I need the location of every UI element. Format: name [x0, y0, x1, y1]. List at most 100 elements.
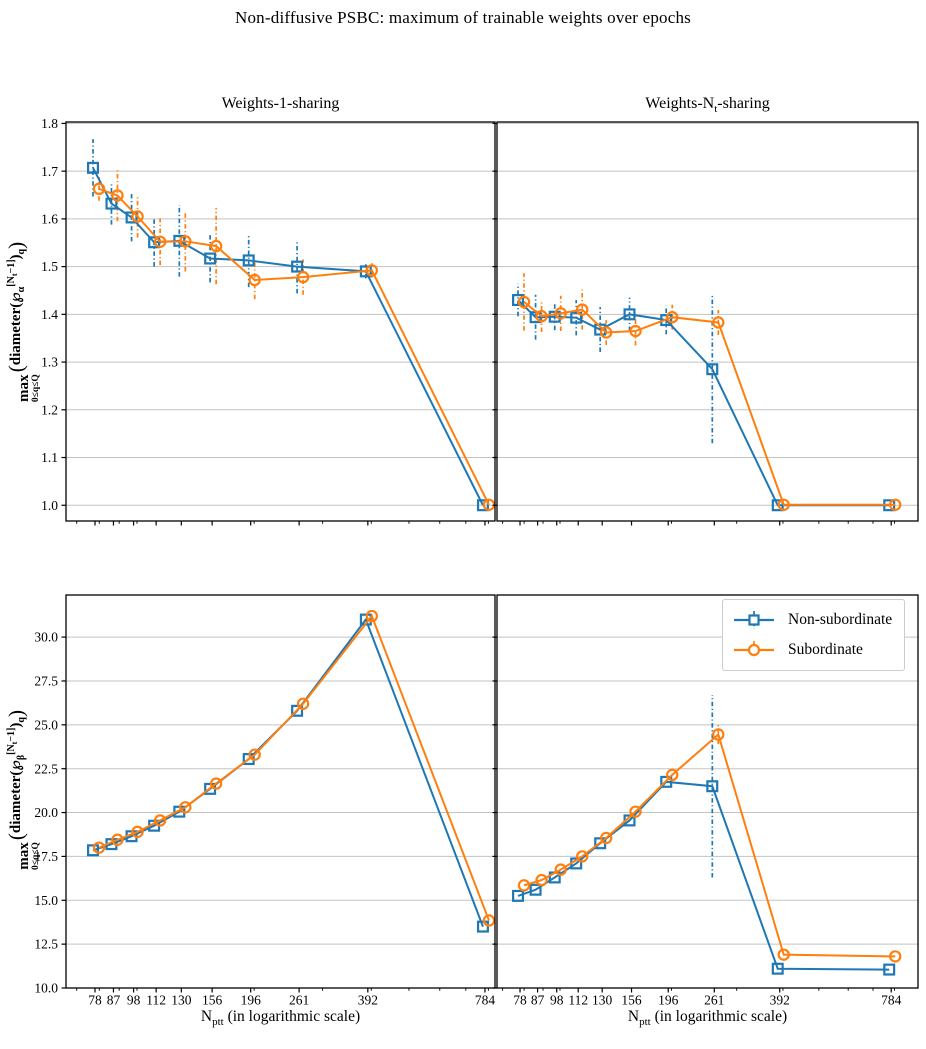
- legend-item-subordinate: Subordinate: [732, 635, 892, 665]
- subplot-title-right-suffix: -sharing: [717, 95, 770, 112]
- marker-circle: [131, 825, 144, 839]
- y-tick-label: 1.1: [41, 450, 58, 465]
- legend-marker-circle-icon: [732, 639, 776, 661]
- y-axis-label-alpha: max 0≤q≤Q (diameter(℘α[Nt−1])q): [3, 241, 41, 403]
- x-axis-label-subscript: ptt: [639, 1016, 651, 1029]
- marker-circle: [666, 311, 679, 324]
- x-tick-label: 196: [658, 993, 679, 1008]
- legend-label-subordinate: Subordinate: [788, 641, 863, 658]
- marker-circle: [365, 264, 379, 277]
- x-tick-label: 87: [107, 993, 121, 1008]
- marker-circle: [554, 307, 567, 320]
- marker-circle: [482, 914, 496, 927]
- marker-circle: [179, 801, 192, 814]
- series-line-subordinate: [98, 614, 490, 921]
- marker-square: [594, 323, 607, 336]
- marker-circle: [629, 805, 642, 818]
- x-tick-label: 87: [531, 993, 545, 1008]
- x-tick-label: 156: [621, 993, 642, 1008]
- max-operator: max 0≤q≤Q: [15, 842, 41, 870]
- marker-square: [512, 889, 525, 902]
- marker-circle: [209, 239, 223, 253]
- figure-title: Non-diffusive PSBC: maximum of trainable…: [235, 8, 691, 27]
- subplot-title-weights-nt-sharing: Weights-Nt-sharing: [497, 95, 918, 115]
- marker-circle: [111, 833, 124, 846]
- x-tick-label: 261: [704, 993, 724, 1008]
- marker-circle: [111, 189, 124, 202]
- max-operator: max 0≤q≤Q: [15, 374, 41, 403]
- series-line-non-subordinate: [517, 780, 890, 971]
- panel-border: [65, 121, 496, 522]
- x-tick-label: 156: [202, 993, 223, 1008]
- x-tick-label: 130: [592, 993, 613, 1008]
- x-tick-label: 196: [241, 993, 262, 1008]
- marker-square: [623, 308, 636, 321]
- marker-circle: [712, 728, 725, 741]
- y-tick-label: 1.3: [41, 355, 58, 370]
- y-tick-label: 17.5: [34, 849, 58, 864]
- x-axis-label-subscript: ptt: [212, 1016, 224, 1029]
- y-tick-label: 12.5: [34, 937, 58, 952]
- marker-circle: [153, 814, 167, 827]
- x-tick-label: 98: [550, 993, 564, 1008]
- x-axis-label-main: N: [200, 1008, 213, 1025]
- marker-square: [204, 252, 217, 265]
- marker-square: [660, 775, 673, 788]
- x-tick-label: 112: [568, 993, 588, 1008]
- panel-border: [496, 594, 919, 989]
- x-tick-label: 261: [289, 993, 309, 1008]
- marker-square: [771, 499, 784, 512]
- marker-circle: [517, 879, 531, 892]
- x-axis-label-rest: (in logarithmic scale): [223, 1008, 361, 1025]
- y-tick-label: 1.4: [41, 307, 58, 322]
- marker-square: [570, 311, 583, 324]
- y-tick-label: 1.8: [41, 116, 58, 131]
- x-tick-label: 78: [513, 993, 527, 1008]
- y-tick-label: 15.0: [34, 893, 58, 908]
- marker-circle: [712, 316, 725, 329]
- marker-circle: [777, 948, 790, 961]
- series-line-non-subordinate: [92, 617, 484, 927]
- marker-circle: [153, 235, 167, 248]
- x-tick-label: 392: [770, 993, 790, 1008]
- marker-square: [476, 499, 489, 512]
- marker-square: [512, 294, 525, 307]
- series-line-subordinate: [523, 301, 896, 506]
- marker-square: [706, 780, 719, 793]
- x-axis-label-left: Nptt (in logarithmic scale): [66, 1008, 495, 1028]
- y-tick-label: 10.0: [34, 981, 58, 996]
- legend-marker-square-icon: [732, 609, 776, 631]
- marker-square: [242, 254, 255, 267]
- x-tick-label: 112: [146, 993, 166, 1008]
- marker-circle: [599, 326, 613, 339]
- marker-circle: [554, 863, 567, 876]
- legend-sample-square: [734, 611, 774, 629]
- marker-square: [883, 963, 896, 976]
- series-line-non-subordinate: [517, 299, 890, 507]
- marker-circle: [209, 777, 223, 790]
- marker-square: [706, 363, 719, 376]
- panel-bottom-left: 78 87 98 112 130 156 196 261 392 784 10.0 12.5 15.0 1…: [34, 594, 496, 1008]
- marker-square: [771, 962, 784, 975]
- x-axis-label-rest: (in logarithmic scale): [650, 1008, 788, 1025]
- marker-square: [291, 704, 304, 717]
- y-tick-label: 1.2: [41, 402, 58, 417]
- marker-circle: [248, 748, 261, 761]
- subplot-title-right-prefix: Weights-N: [645, 95, 715, 112]
- subplot-title-weights-1-sharing: Weights-1-sharing: [221, 95, 340, 112]
- y-tick-label: 1.0: [41, 498, 58, 513]
- x-tick-label: 78: [88, 993, 102, 1008]
- subplot-title-right-subscript: t: [714, 103, 718, 116]
- marker-circle: [296, 697, 310, 710]
- series-line-subordinate: [98, 187, 490, 506]
- y-tick-label: 30.0: [34, 630, 58, 645]
- script-p-symbol: ℘: [5, 760, 24, 771]
- panel-top-right: [492, 121, 919, 526]
- marker-circle: [666, 768, 679, 782]
- panel-border: [496, 121, 919, 522]
- y-tick-label: 25.0: [34, 717, 58, 732]
- marker-circle: [889, 950, 902, 963]
- series-line-subordinate: [523, 732, 896, 958]
- marker-square: [529, 883, 542, 896]
